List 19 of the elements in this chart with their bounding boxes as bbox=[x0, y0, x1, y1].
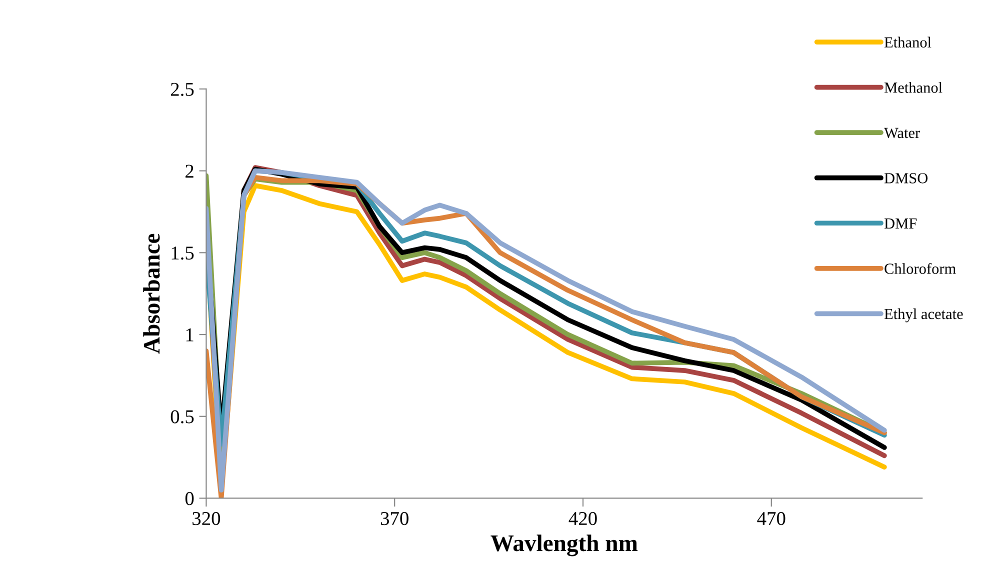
y-tick-label: 1 bbox=[186, 328, 194, 342]
legend-label: Ethyl acetate bbox=[884, 308, 963, 322]
legend-label: Chloroform bbox=[884, 262, 956, 274]
y-tick-label: 0 bbox=[185, 492, 194, 506]
y-tick-label: 2.5 bbox=[170, 82, 194, 96]
x-tick-label: 370 bbox=[380, 512, 408, 526]
x-tick-label: 320 bbox=[192, 512, 220, 526]
legend-label: DMF bbox=[884, 218, 917, 229]
legend-label: Ethanol bbox=[884, 36, 932, 48]
x-tick-label: 470 bbox=[757, 512, 786, 526]
y-axis-title: Absorbance bbox=[143, 234, 160, 354]
y-tick-label: 0.5 bbox=[170, 410, 194, 424]
x-tick-label: 420 bbox=[568, 512, 597, 526]
legend-label: Methanol bbox=[884, 82, 942, 93]
legend-label: Water bbox=[884, 128, 920, 138]
y-tick-label: 1.5 bbox=[172, 246, 194, 260]
y-tick-label: 2 bbox=[186, 164, 194, 178]
x-axis-title: Wavlength nm bbox=[490, 534, 638, 556]
legend-label: DMSO bbox=[884, 173, 928, 184]
